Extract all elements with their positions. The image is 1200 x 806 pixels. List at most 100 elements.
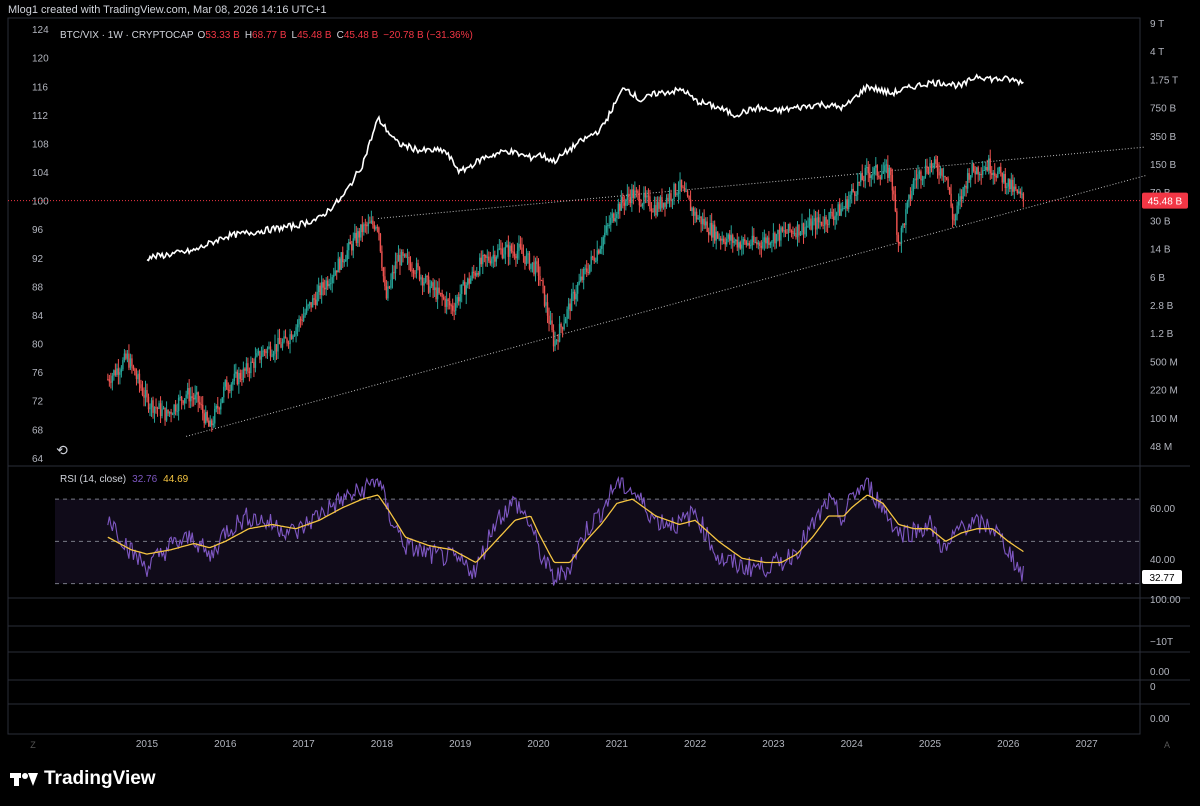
candle-body [224,380,226,387]
candle-body [391,271,394,280]
candle-body [814,218,817,230]
candle-body [355,232,358,244]
candle-body [476,273,478,276]
candle-body [384,276,386,287]
candle-body [962,187,964,199]
candle-body [369,222,371,224]
candle-body [760,245,763,248]
candle-body [781,227,784,232]
candle-body [378,227,380,234]
legend-symbol: BTC/VIX · 1W · CRYPTOCAP [60,30,194,41]
candle-body [200,404,202,406]
left-axis-tick: 92 [32,254,44,265]
candle-body [363,224,365,233]
candle-body [858,181,860,183]
candle-body [492,254,495,259]
candle-body [448,300,451,306]
right-axis-tick: 750 B [1150,104,1176,115]
candle-body [966,173,969,189]
candle-body [771,241,773,244]
candle-body [211,420,213,426]
candle-body [462,281,464,285]
candle-body [982,170,984,175]
candle-body [601,245,603,249]
left-axis-tick: 76 [32,368,44,379]
candle-body [611,213,613,218]
rsi-last-badge [1142,570,1182,584]
candle-body [411,270,413,272]
candle-body [1001,172,1003,183]
candle-body [212,423,214,426]
candle-body [602,237,604,246]
candle-body [497,249,499,257]
candle-body [168,411,171,414]
candle-body [634,190,636,199]
candle-body [590,256,592,265]
candle-body [924,165,927,177]
candle-body [540,280,543,282]
candle-body [435,287,437,300]
trendline-lower[interactable] [186,175,1146,437]
candle-body [182,400,184,404]
candle-body [256,353,258,357]
candle-body [942,176,945,178]
candle-body [763,237,766,242]
candle-body [192,397,195,400]
candle-body [646,195,648,198]
candle-body [811,221,814,230]
right-axis-tick: 2.8 B [1150,301,1174,312]
x-axis-tick: 2017 [292,739,315,750]
candle-body [694,211,696,216]
candle-body [596,250,598,261]
trendline-upper[interactable] [377,146,1146,219]
candle-body [510,245,513,252]
candle-body [826,224,829,226]
candle-body [585,268,588,272]
candle-body [465,285,467,295]
candle-body [595,260,597,262]
candle-body [668,193,671,201]
candle-body [275,344,278,352]
candle-body [459,293,461,302]
candle-body [847,199,850,210]
candle-body [745,241,747,245]
candle-body [450,305,452,307]
candle-body [164,407,166,421]
legend-ohlc-label: C [337,30,344,41]
candle-body [876,165,878,176]
candle-body [195,392,198,395]
candle-body [667,197,669,201]
candle-body [723,238,725,243]
candle-body [370,220,373,223]
candle-body [762,241,764,248]
candle-body [936,164,939,172]
candle-body [218,408,220,410]
candle-body [1007,178,1009,187]
candle-body [325,280,327,290]
candle-body [1009,178,1011,190]
candle-body [555,339,558,341]
candle-body [879,177,882,179]
x-axis-tick: 2016 [214,739,237,750]
candle-body [778,230,781,241]
auto-scale-icon: A [1164,740,1170,750]
candle-body [170,411,172,415]
candle-body [504,246,507,255]
candle-body [278,337,281,345]
candle-body [238,372,240,385]
candle-body [935,159,937,165]
candle-body [226,380,228,390]
candle-body [772,233,775,242]
candle-body [141,388,144,395]
left-axis-tick: 68 [32,425,44,436]
candle-body [658,202,660,209]
candle-body [518,243,520,251]
candle-body [998,166,1000,172]
candle-body [480,257,482,265]
candle-body [406,256,409,258]
candle-body [194,394,196,400]
candle-body [840,208,842,216]
candle-body [825,216,827,225]
candle-body [557,339,559,342]
